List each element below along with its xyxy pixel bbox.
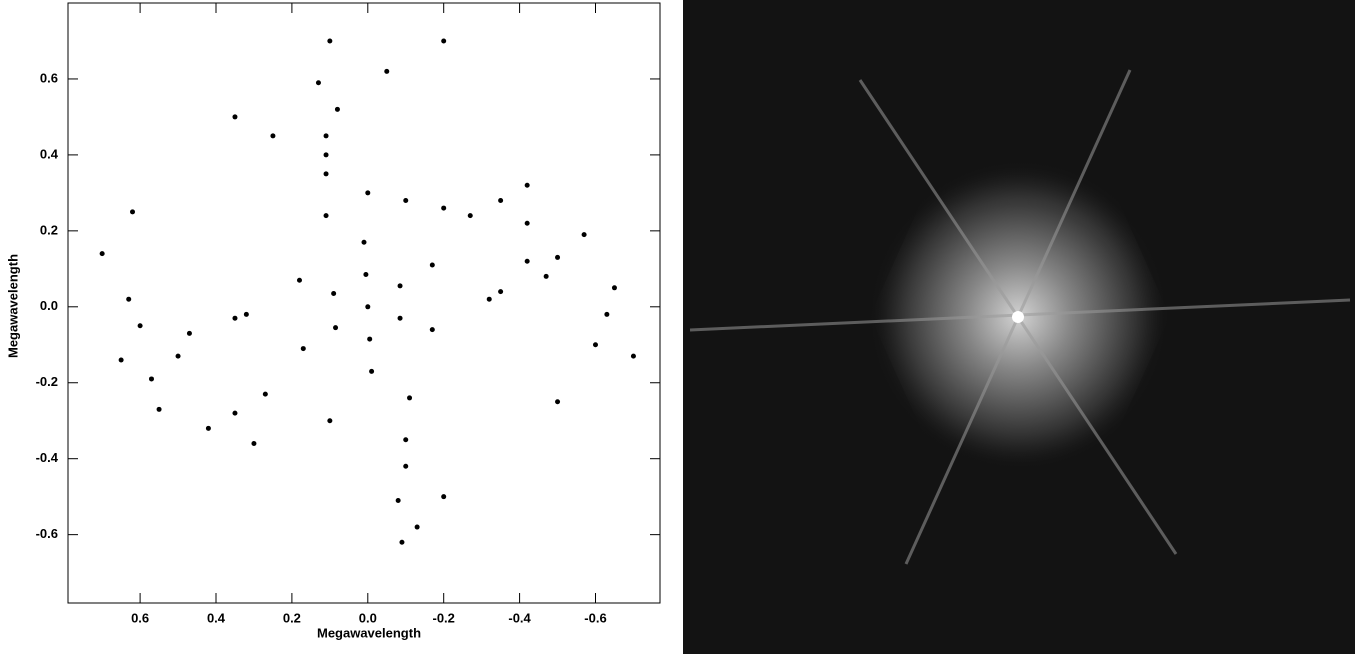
uv-point: [186, 330, 192, 336]
uv-point: [148, 376, 154, 382]
uv-point: [175, 353, 181, 359]
uv-point: [467, 213, 473, 219]
uv-point: [361, 239, 367, 245]
uv-point: [243, 311, 249, 317]
uv-point: [126, 296, 132, 302]
uv-point: [441, 494, 447, 500]
uv-point: [365, 304, 371, 310]
uv-point: [630, 353, 636, 359]
beam-peak: [1012, 311, 1024, 323]
uv-point: [403, 437, 409, 443]
y-tick-label: -0.6: [36, 526, 58, 541]
uv-point: [611, 285, 617, 291]
uv-point: [403, 463, 409, 469]
y-axis-label: Megawavelength: [5, 254, 20, 358]
uv-point: [397, 283, 403, 289]
uv-point: [323, 213, 329, 219]
uv-point: [498, 289, 504, 295]
y-tick-label: 0.4: [40, 146, 59, 161]
uv-point: [555, 254, 561, 260]
uv-point: [232, 410, 238, 416]
x-tick-label: -0.4: [508, 610, 531, 625]
uv-point: [331, 291, 337, 297]
uv-point: [441, 205, 447, 211]
uv-point: [363, 272, 369, 278]
uv-point: [414, 524, 420, 530]
uv-point: [498, 197, 504, 203]
uv-point: [270, 133, 276, 139]
x-axis-label: Megawavelength: [317, 625, 421, 640]
uv-point: [555, 399, 561, 405]
y-tick-label: 0.0: [40, 298, 58, 313]
y-tick-label: 0.6: [40, 70, 58, 85]
uv-point: [581, 232, 587, 238]
uv-point: [232, 114, 238, 120]
uv-point: [369, 368, 375, 374]
uv-point: [118, 357, 124, 363]
x-tick-label: 0.4: [207, 610, 226, 625]
uv-point: [524, 220, 530, 226]
uv-point: [384, 68, 390, 74]
x-tick-label: 0.2: [283, 610, 301, 625]
uv-point: [365, 190, 371, 196]
uv-point: [486, 296, 492, 302]
y-tick-label: -0.2: [36, 374, 58, 389]
uv-point: [543, 273, 549, 279]
uv-point: [407, 395, 413, 401]
uv-point: [137, 323, 143, 329]
uv-point: [262, 391, 268, 397]
uv-point: [205, 425, 211, 431]
y-tick-label: -0.4: [36, 450, 59, 465]
uv-point: [399, 539, 405, 545]
uv-point: [403, 197, 409, 203]
uv-point: [397, 315, 403, 321]
uv-point: [315, 80, 321, 86]
uv-point: [395, 497, 401, 503]
uv-point: [232, 315, 238, 321]
uv-point: [524, 182, 530, 188]
plot-frame: [67, 2, 661, 604]
x-tick-label: 0.6: [131, 610, 149, 625]
uv-point: [251, 441, 257, 447]
uv-point: [323, 152, 329, 158]
beam-image: [683, 0, 1355, 654]
uv-point: [323, 171, 329, 177]
y-tick-label: 0.2: [40, 222, 58, 237]
uv-point: [429, 327, 435, 333]
uv-point: [524, 258, 530, 264]
x-tick-label: -0.2: [432, 610, 454, 625]
uv-point: [367, 336, 373, 342]
x-tick-label: 0.0: [359, 610, 377, 625]
x-tick-label: -0.6: [584, 610, 606, 625]
uv-point: [323, 133, 329, 139]
uv-point: [604, 311, 610, 317]
uv-point: [334, 106, 340, 112]
uv-point: [429, 262, 435, 268]
uv-point: [441, 38, 447, 44]
uv-point: [300, 346, 306, 352]
uv-point: [333, 325, 339, 331]
uv-point: [327, 418, 333, 424]
uv-point: [327, 38, 333, 44]
uv-point: [130, 209, 136, 215]
uv-point: [99, 251, 105, 257]
uv-point: [296, 277, 302, 283]
uv-point: [592, 342, 598, 348]
uv-point: [156, 406, 162, 412]
